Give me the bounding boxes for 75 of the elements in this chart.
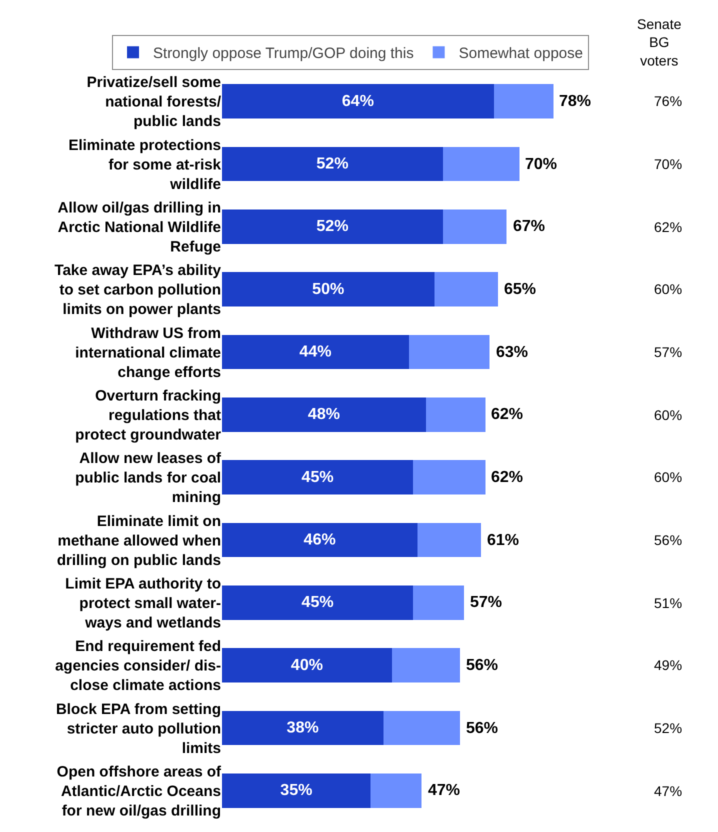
bar <box>434 272 498 307</box>
total-label: 67% <box>513 218 546 235</box>
y-tick-label: Overturn fracking regulations that protect groundwater <box>75 387 222 444</box>
bar <box>222 272 434 307</box>
bar <box>222 460 414 495</box>
bar <box>222 648 392 683</box>
bar <box>417 522 482 558</box>
bar <box>383 710 460 746</box>
bar <box>222 397 426 432</box>
total-label: 65% <box>504 281 536 298</box>
data-label: 44% <box>299 344 332 360</box>
y-tick-label: Privatize/sell some national forests/ public lands <box>86 74 222 130</box>
bar <box>222 710 384 746</box>
y-tick-label: Block EPA from setting stricter auto pollution limits <box>56 700 221 757</box>
data-label: 52% <box>316 218 348 236</box>
y-tick-label: Allow oil/gas drilling in Arctic National Wildlife Refuge <box>58 199 221 256</box>
data-label: 52% <box>316 156 348 172</box>
legend-label: Somewhat oppose <box>458 45 583 62</box>
total-label: 70% <box>525 156 558 173</box>
bar <box>413 585 464 620</box>
total-label: 56% <box>466 657 498 674</box>
data-label: 64% <box>342 92 374 110</box>
y-tick-label: Open offshore areas of Atlantic/Arctic Oceans for new oil/gas drilling <box>56 763 222 820</box>
y-tick-label: Take away EPA’s ability to set carbon pollution limits on power plants <box>54 262 222 318</box>
bar <box>392 648 460 683</box>
bar <box>426 397 486 432</box>
data-label: 38% <box>286 720 319 736</box>
data-label: 45% <box>302 468 334 486</box>
bar <box>408 334 490 370</box>
bar <box>222 209 443 244</box>
text: Senate BG voters <box>637 16 682 68</box>
text: 62% <box>654 219 682 235</box>
bar <box>222 334 409 370</box>
total-label: 78% <box>559 93 592 110</box>
total-label: 61% <box>487 532 520 549</box>
data-label: 45% <box>302 594 334 612</box>
text: 51% <box>654 595 682 611</box>
text: 76% <box>654 93 682 109</box>
y-tick-label: Allow new leases of public lands for coal mining <box>75 450 222 506</box>
text: 60% <box>654 407 682 423</box>
bar <box>222 585 414 620</box>
bar <box>222 146 443 182</box>
legend-label: Strongly oppose Trump/GOP doing this <box>153 45 414 62</box>
y-tick-label: Withdraw US from international climate change efforts <box>75 324 221 381</box>
text: 60% <box>654 281 682 297</box>
bar <box>442 209 507 244</box>
text: 52% <box>654 720 682 736</box>
text: 57% <box>654 344 682 360</box>
y-tick-label: Eliminate protections for some at-risk wildlife <box>68 136 222 193</box>
y-tick-label: Limit EPA authority to protect small water- ways and wetlands <box>65 575 221 632</box>
text: 56% <box>654 532 682 548</box>
total-label: 62% <box>491 469 524 486</box>
data-label: 48% <box>308 406 340 424</box>
total-label: 47% <box>428 782 460 799</box>
data-label: 35% <box>280 782 312 800</box>
total-label: 57% <box>470 594 502 611</box>
total-label: 56% <box>466 720 498 737</box>
data-label: 46% <box>304 532 336 548</box>
text: 70% <box>654 156 682 172</box>
data-label: 50% <box>312 280 344 298</box>
text: 47% <box>654 783 682 799</box>
bar <box>413 460 486 495</box>
y-tick-label: End requirement fed agencies consider/ dis- close climate actions <box>55 638 221 694</box>
bar <box>222 522 418 558</box>
bar <box>370 773 422 808</box>
total-label: 63% <box>496 344 528 361</box>
bar <box>222 773 371 808</box>
text: 49% <box>654 657 682 673</box>
total-label: 62% <box>491 406 524 423</box>
y-tick-label: Eliminate limit on methane allowed when drilling on public lands <box>56 512 221 569</box>
text: 60% <box>654 469 682 485</box>
bar <box>442 146 520 182</box>
data-label: 40% <box>290 656 323 674</box>
bar <box>222 84 494 119</box>
bar <box>494 84 554 119</box>
